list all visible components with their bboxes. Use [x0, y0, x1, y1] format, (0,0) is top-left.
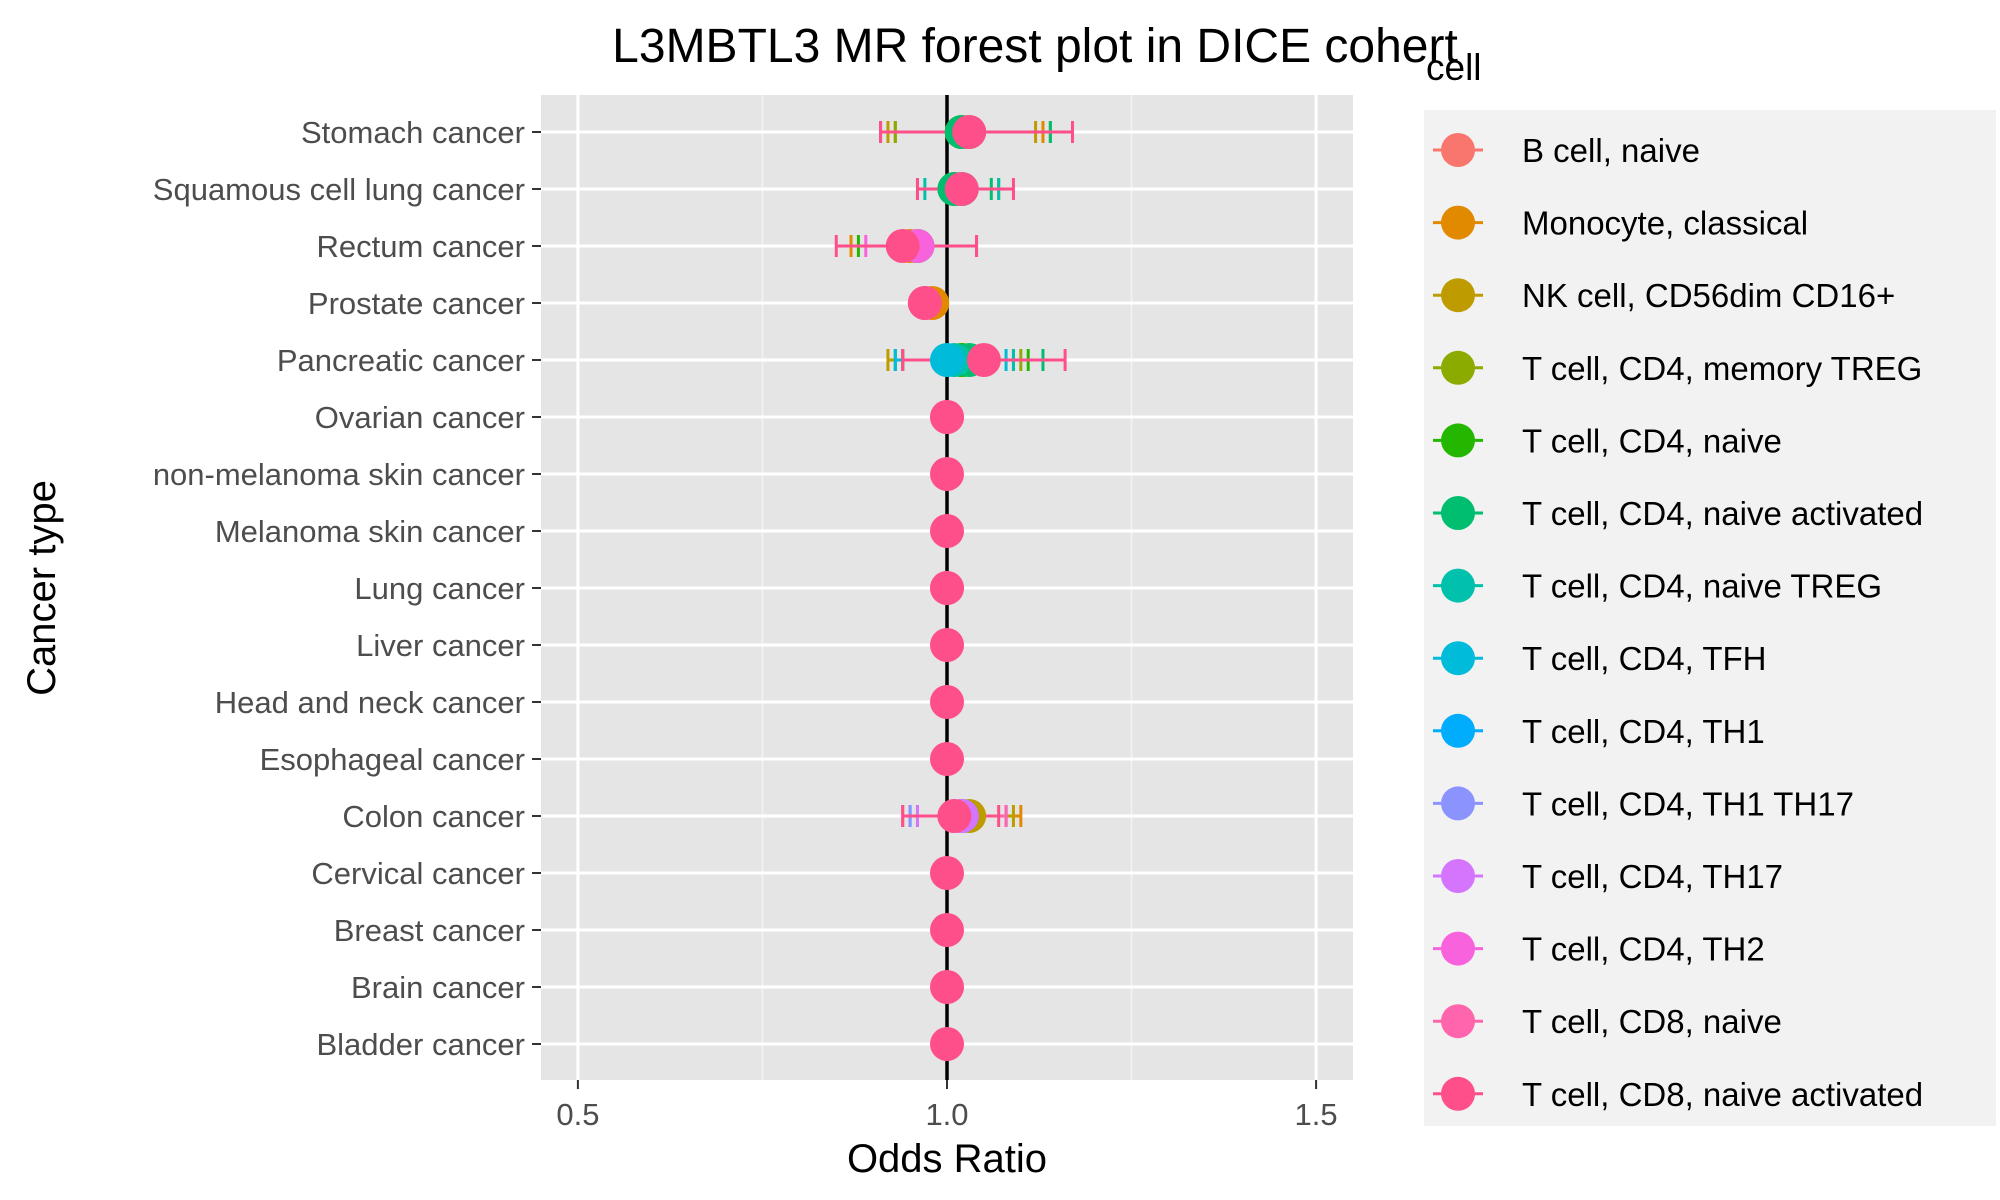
x-axis-title: Odds Ratio	[847, 1137, 1047, 1181]
odds-ratio-point	[944, 172, 979, 206]
x-tick-label: 0.5	[556, 1097, 599, 1132]
legend-key-point	[1441, 786, 1475, 821]
legend-label: T cell, CD4, naive TREG	[1522, 568, 1882, 605]
y-tick-label: Liver cancer	[356, 628, 525, 663]
legend-label: T cell, CD4, memory TREG	[1522, 350, 1922, 387]
y-tick-label: Cervical cancer	[311, 856, 525, 891]
legend-label: T cell, CD4, TH1 TH17	[1522, 785, 1854, 822]
legend-label: T cell, CD4, TH1	[1522, 713, 1765, 750]
legend-key-point	[1441, 205, 1475, 240]
legend-label: T cell, CD8, naive activated	[1522, 1076, 1923, 1113]
x-tick-label: 1.0	[925, 1097, 968, 1132]
legend-label: NK cell, CD56dim CD16+	[1522, 277, 1895, 314]
odds-ratio-point	[966, 343, 1001, 377]
legend-label: T cell, CD4, TH2	[1522, 931, 1765, 968]
odds-ratio-point	[930, 343, 964, 377]
legend-label: B cell, naive	[1522, 132, 1700, 169]
legend-key-point	[1441, 350, 1475, 385]
y-tick-label: Rectum cancer	[317, 229, 525, 264]
legend-label: T cell, CD4, naive activated	[1522, 495, 1923, 532]
legend-key-point	[1441, 641, 1475, 676]
odds-ratio-point	[930, 457, 964, 491]
legend-key-point	[1441, 568, 1475, 603]
y-tick-label: Ovarian cancer	[315, 400, 525, 435]
odds-ratio-point	[907, 286, 942, 320]
legend-key-background	[1424, 110, 1996, 1126]
y-tick-label: Breast cancer	[334, 913, 525, 948]
odds-ratio-point	[930, 742, 964, 776]
legend-label: T cell, CD4, naive	[1522, 422, 1782, 459]
y-tick-label: Squamous cell lung cancer	[153, 172, 525, 207]
odds-ratio-point	[937, 799, 972, 833]
data-marks	[834, 115, 1074, 1061]
legend-key-point	[1441, 1076, 1475, 1111]
y-tick-label: non-melanoma skin cancer	[153, 457, 525, 492]
legend-title: cell	[1426, 47, 1482, 88]
legend-label: T cell, CD8, naive	[1522, 1003, 1782, 1040]
legend-key-point	[1441, 133, 1475, 167]
chart-title: L3MBTL3 MR forest plot in DICE cohert	[612, 20, 1458, 73]
odds-ratio-point	[930, 685, 964, 719]
y-tick-label: Bladder cancer	[316, 1027, 525, 1062]
odds-ratio-point	[930, 400, 964, 434]
legend-label: T cell, CD4, TH17	[1522, 858, 1783, 895]
x-tick-label: 1.5	[1295, 1097, 1338, 1132]
y-tick-label: Lung cancer	[354, 571, 525, 606]
legend-key-point	[1441, 278, 1475, 313]
y-tick-label: Prostate cancer	[308, 286, 525, 321]
odds-ratio-point	[930, 856, 964, 890]
y-axis-title: Cancer type	[20, 480, 64, 696]
y-tick-label: Esophageal cancer	[260, 742, 525, 777]
legend-label: T cell, CD4, TFH	[1522, 640, 1767, 677]
y-tick-label: Pancreatic cancer	[277, 343, 525, 378]
legend-key-point	[1441, 423, 1475, 458]
odds-ratio-point	[930, 913, 964, 947]
odds-ratio-point	[885, 229, 920, 263]
odds-ratio-point	[930, 970, 964, 1004]
y-axis-ticks: Stomach cancer Squamous cell lung cancer R…	[153, 115, 541, 1062]
odds-ratio-point	[930, 1027, 964, 1061]
odds-ratio-point	[930, 514, 964, 548]
y-tick-label: Head and neck cancer	[215, 685, 525, 720]
legend-key-point	[1441, 859, 1475, 893]
legend-key-point	[1441, 931, 1475, 966]
y-tick-label: Brain cancer	[351, 970, 525, 1005]
legend-key-point	[1441, 496, 1475, 530]
legend-key-point	[1441, 1004, 1475, 1039]
legend-label: Monocyte, classical	[1522, 205, 1808, 242]
odds-ratio-point	[930, 571, 964, 605]
y-tick-label: Melanoma skin cancer	[215, 514, 525, 549]
legend-key-point	[1441, 713, 1475, 748]
y-tick-label: Stomach cancer	[301, 115, 525, 150]
x-axis-ticks: 0.5 1.0 1.5	[556, 1080, 1338, 1132]
odds-ratio-point	[930, 628, 964, 662]
y-tick-label: Colon cancer	[342, 799, 525, 834]
legend: cell B cell, naive Monocyte, classical NK …	[1424, 47, 1996, 1126]
odds-ratio-point	[952, 115, 987, 149]
